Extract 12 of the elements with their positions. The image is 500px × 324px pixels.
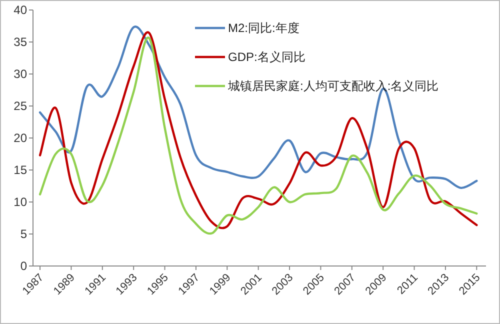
y-tick-label: 30 bbox=[14, 67, 28, 81]
y-tick-label: 25 bbox=[14, 99, 28, 113]
legend-label: M2:同比:年度 bbox=[228, 21, 300, 35]
y-tick-label: 5 bbox=[20, 227, 28, 241]
y-tick-label: 35 bbox=[14, 35, 28, 49]
legend-label: 城镇居民家庭:人均可支配收入:名义同比 bbox=[227, 79, 439, 93]
y-tick-label: 20 bbox=[14, 131, 28, 145]
legend-label: GDP:名义同比 bbox=[228, 50, 306, 64]
y-tick-label: 0 bbox=[20, 259, 28, 273]
y-tick-label: 40 bbox=[14, 3, 28, 17]
y-tick-label: 15 bbox=[14, 163, 28, 177]
y-tick-label: 10 bbox=[14, 195, 28, 209]
